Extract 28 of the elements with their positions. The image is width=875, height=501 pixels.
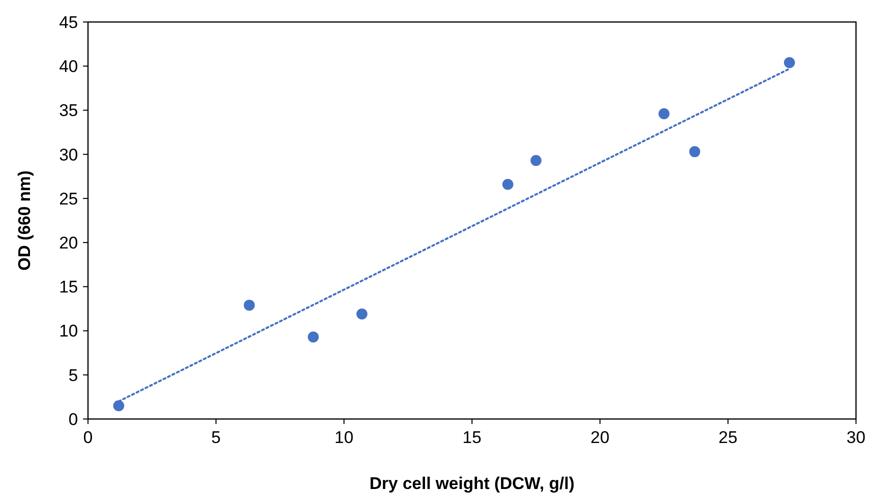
point xyxy=(308,331,319,342)
y-axis-title: OD (660 nm) xyxy=(15,170,34,271)
y-tick-label: 0 xyxy=(68,410,78,429)
y-tick-label: 20 xyxy=(59,234,78,253)
point xyxy=(689,146,700,158)
x-tick-label: 30 xyxy=(846,428,866,447)
point xyxy=(530,155,542,166)
point xyxy=(658,108,670,120)
x-axis-title: Dry cell weight (DCW, g/l) xyxy=(370,474,574,493)
point xyxy=(502,178,514,190)
y-tick-label: 15 xyxy=(59,278,78,297)
x-tick-label: 10 xyxy=(334,428,354,447)
point xyxy=(113,400,124,412)
x-tick-label: 0 xyxy=(83,428,93,447)
point xyxy=(244,300,255,311)
point xyxy=(356,308,368,320)
y-tick-label: 45 xyxy=(59,12,78,32)
point xyxy=(784,57,795,68)
y-tick-label: 25 xyxy=(59,189,78,208)
y-tick-label: 10 xyxy=(59,322,78,341)
x-tick-label: 20 xyxy=(590,428,610,447)
x-tick-label: 5 xyxy=(211,428,221,447)
x-tick-label: 15 xyxy=(462,428,482,447)
y-tick-label: 5 xyxy=(68,366,78,385)
y-tick-label: 30 xyxy=(59,145,78,164)
y-tick-label: 40 xyxy=(59,57,78,76)
x-tick-label: 25 xyxy=(718,428,738,447)
y-tick-label: 35 xyxy=(59,101,78,120)
